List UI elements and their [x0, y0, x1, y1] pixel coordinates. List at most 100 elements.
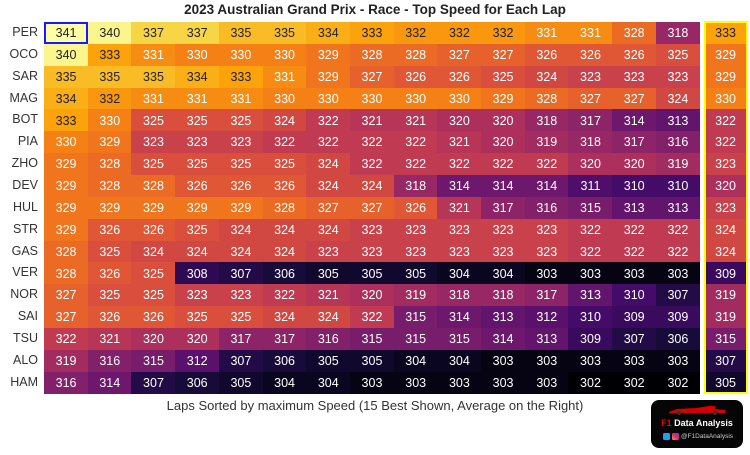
heatmap-cell: 323	[612, 65, 657, 89]
heatmap-cell: 325	[131, 109, 176, 132]
heatmap-cell: 329	[175, 196, 220, 220]
heatmap-cell: 314	[87, 371, 132, 394]
heatmap-cell: 333	[87, 43, 132, 67]
heatmap-cell: 329	[306, 43, 351, 67]
heatmap-cell: 322	[306, 109, 351, 132]
chart-title: 2023 Australian Grand Prix - Race - Top …	[184, 2, 566, 17]
heatmap-cell: 324	[306, 153, 351, 176]
heatmap-cell: 314	[481, 174, 526, 198]
heatmap-cell: 335	[131, 65, 176, 89]
heatmap-cell: 319	[524, 131, 569, 154]
heatmap-cell: 314	[437, 174, 482, 198]
heatmap-cell: 321	[306, 284, 351, 307]
heatmap-cell: 322	[44, 327, 89, 351]
heatmap-cell: 318	[393, 174, 438, 198]
heatmap-cell: 303	[568, 349, 613, 373]
heatmap-cell: 324	[655, 87, 700, 110]
heatmap-cell: 329	[218, 196, 263, 220]
heatmap-cell: 303	[612, 262, 657, 285]
heatmap-cell: 312	[175, 349, 220, 373]
heatmap-cell: 321	[437, 131, 482, 154]
heatmap-cell: 304	[481, 262, 526, 285]
heatmap-cell: 331	[262, 65, 307, 89]
heatmap-cell: 304	[437, 262, 482, 285]
heatmap-cell: 326	[131, 306, 176, 329]
heatmap-cell: 333	[349, 22, 395, 45]
heatmap-cell: 303	[612, 349, 657, 373]
heatmap-cell: 316	[44, 371, 89, 394]
heatmap-cell: 302	[655, 371, 700, 394]
heatmap-cell: 305	[393, 262, 438, 285]
heatmap-cell: 340	[87, 22, 132, 45]
heatmap-cell: 332	[437, 22, 482, 45]
row-label-bot: BOT	[12, 112, 38, 127]
heatmap-cell: 305	[218, 371, 263, 394]
heatmap-cell: 320	[437, 109, 482, 132]
heatmap-cell: 322	[612, 240, 657, 263]
instagram-icon	[671, 433, 679, 440]
heatmap-cell: 324	[131, 240, 176, 263]
heatmap-cell: 325	[87, 284, 132, 307]
heatmap-cell: 314	[612, 109, 657, 132]
heatmap-cell: 323	[175, 131, 220, 154]
heatmap-cell: 319	[44, 349, 89, 373]
heatmap-cell: 321	[437, 196, 482, 220]
heatmap-cell: 327	[306, 196, 351, 220]
heatmap-cell: 326	[437, 65, 482, 89]
heatmap-cell: 320	[568, 153, 613, 176]
heatmap-cell: 313	[524, 327, 569, 351]
heatmap-cell: 328	[87, 153, 132, 176]
heatmap-cell: 323	[306, 240, 351, 263]
heatmap-cell: 322	[568, 218, 613, 241]
heatmap-cell: 326	[612, 43, 657, 67]
heatmap-cell: 313	[655, 196, 700, 220]
heatmap-cell: 313	[612, 196, 657, 220]
heatmap-cell: 330	[437, 87, 482, 110]
heatmap-cell: 305	[349, 349, 395, 373]
heatmap-cell: 326	[568, 43, 613, 67]
heatmap-cell: 325	[218, 109, 263, 132]
heatmap-cell: 317	[481, 196, 526, 220]
average-cell: 323	[703, 196, 748, 220]
heatmap-cell: 329	[131, 196, 176, 220]
heatmap-cell: 307	[655, 284, 700, 307]
logo-name: F1 Data Analysis	[661, 418, 733, 428]
heatmap-cell: 320	[481, 109, 526, 132]
row-label-per: PER	[12, 25, 38, 39]
heatmap-cell: 307	[131, 371, 176, 394]
average-cell: 319	[703, 306, 748, 329]
average-cell: 329	[703, 43, 748, 67]
average-cell: 330	[703, 87, 748, 110]
heatmap-cell: 302	[612, 371, 657, 394]
heatmap-cell: 329	[44, 153, 89, 176]
heatmap-cell: 322	[306, 131, 351, 154]
row-label-gas: GAS	[11, 243, 38, 258]
heatmap-cell: 318	[481, 284, 526, 307]
row-label-oco: OCO	[9, 46, 38, 61]
average-cell: 320	[703, 174, 748, 198]
heatmap-cell: 305	[349, 262, 395, 285]
heatmap-cell: 322	[262, 284, 307, 307]
row-label-alo: ALO	[12, 352, 38, 367]
race-car-icon	[669, 406, 725, 415]
heatmap-cell: 324	[262, 306, 307, 329]
heatmap-cell: 322	[481, 153, 526, 176]
heatmap-cell: 322	[349, 131, 395, 154]
heatmap-cell: 332	[87, 87, 132, 110]
average-cell: 309	[703, 262, 748, 285]
heatmap-cell: 335	[262, 22, 307, 45]
heatmap-cell: 323	[349, 218, 395, 241]
heatmap-cell: 332	[481, 22, 526, 45]
heatmap-cell: 325	[131, 262, 176, 285]
row-label-str: STR	[13, 221, 38, 236]
heatmap-cell: 314	[437, 306, 482, 329]
heatmap-cell: 330	[306, 87, 351, 110]
heatmap-cell: 325	[131, 284, 176, 307]
heatmap-cell: 321	[87, 327, 132, 351]
heatmap-cell: 310	[612, 284, 657, 307]
heatmap-cell: 331	[131, 43, 176, 67]
heatmap-cell: 324	[349, 174, 395, 198]
heatmap-cell: 322	[262, 131, 307, 154]
heatmap-cell: 322	[655, 240, 700, 263]
heatmap-cell: 315	[131, 349, 176, 373]
